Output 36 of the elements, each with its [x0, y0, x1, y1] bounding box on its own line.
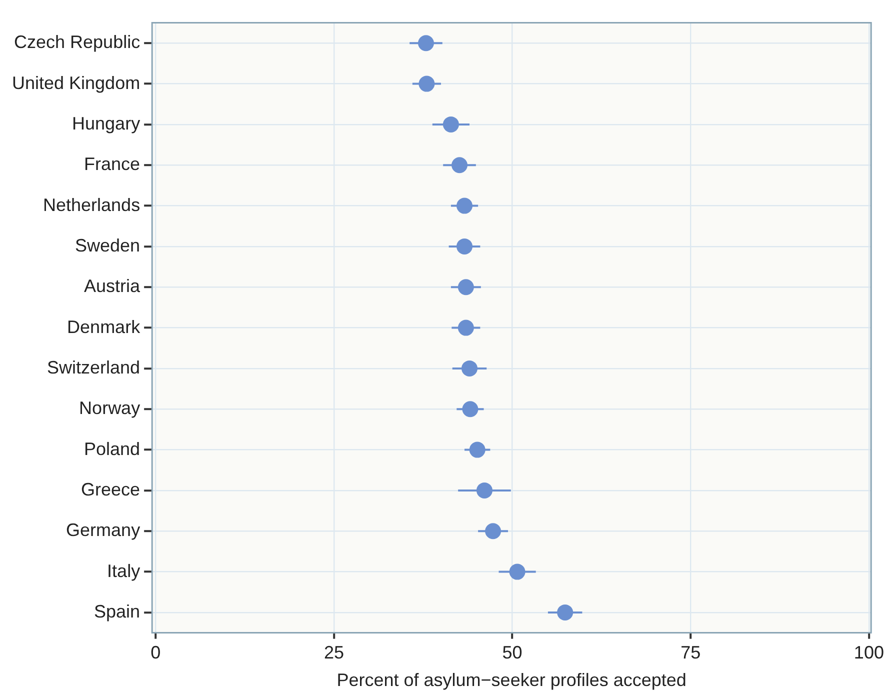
point — [461, 360, 478, 376]
y-tick-label: Austria — [84, 276, 142, 296]
point — [456, 198, 473, 214]
y-tick-label: Hungary — [72, 113, 140, 134]
x-tick-label: 75 — [680, 642, 701, 663]
y-tick-label: Norway — [79, 398, 140, 418]
point — [418, 35, 434, 52]
y-tick-label: France — [84, 154, 140, 174]
point — [458, 279, 474, 296]
point — [509, 564, 526, 580]
y-tick-label: Denmark — [67, 316, 142, 337]
point — [418, 76, 435, 92]
y-tick-label: Spain — [94, 601, 140, 622]
y-tick-label: Czech Republic — [14, 32, 140, 52]
x-tick-label: 25 — [324, 642, 344, 663]
y-tick-label: Switzerland — [47, 357, 140, 378]
point — [469, 442, 486, 458]
point — [442, 116, 459, 132]
point — [456, 238, 473, 254]
y-tick-label: Germany — [66, 520, 140, 540]
x-axis-title: Percent of asylum−seeker profiles accepted — [336, 670, 686, 690]
point — [557, 604, 574, 620]
y-tick-label: Netherlands — [43, 194, 140, 215]
y-tick-label: Sweden — [75, 235, 140, 256]
y-tick-label: United Kingdom — [12, 72, 140, 93]
point — [458, 320, 474, 336]
y-tick-label: Poland — [84, 438, 140, 459]
y-tick-label: Greece — [81, 479, 140, 500]
x-tick-label: 0 — [150, 642, 161, 663]
point — [476, 482, 492, 498]
point — [485, 523, 502, 540]
point — [452, 157, 468, 174]
x-tick-label: 50 — [502, 642, 522, 663]
x-tick-label: 100 — [854, 642, 884, 663]
y-tick-label: Italy — [107, 560, 140, 581]
point — [462, 401, 478, 418]
